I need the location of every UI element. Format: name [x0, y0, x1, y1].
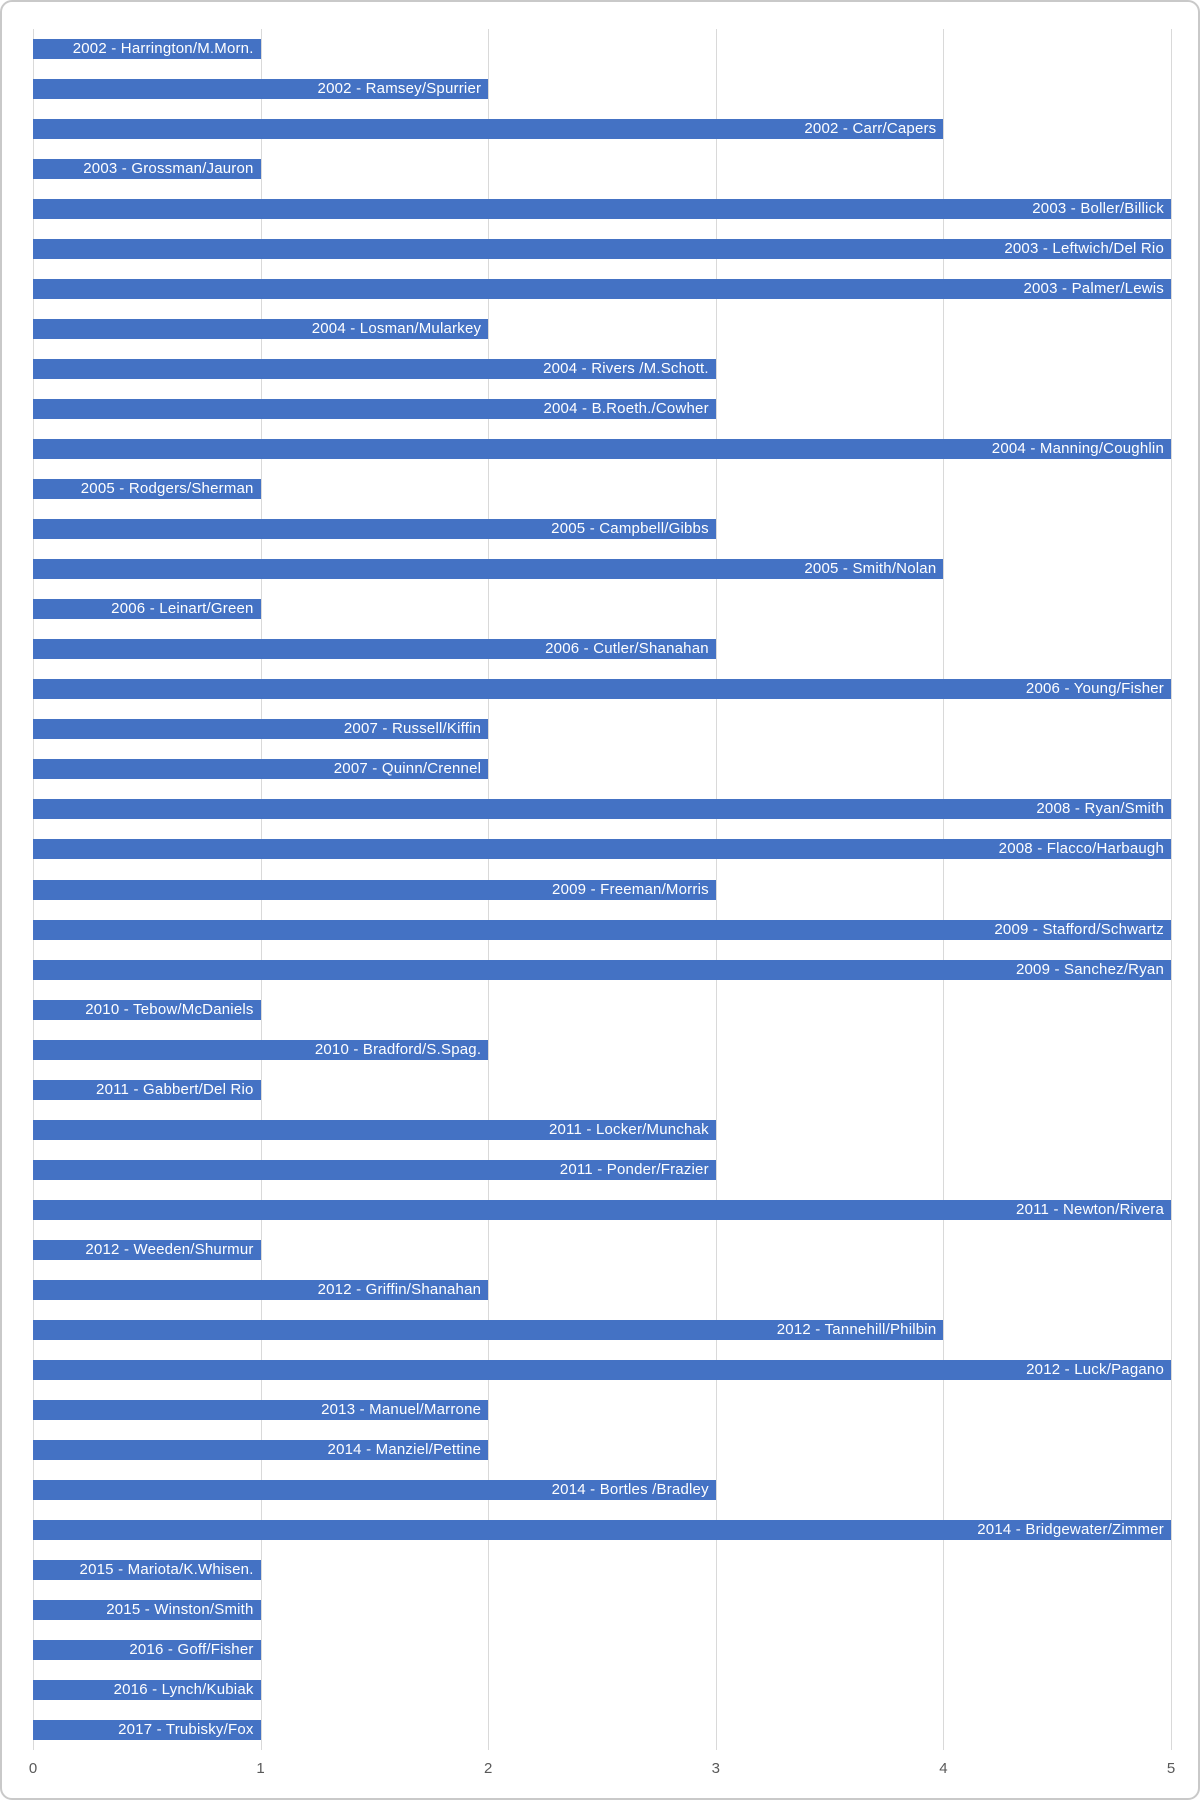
bar[interactable]: 2002 - Carr/Capers [33, 119, 944, 140]
bar[interactable]: 2012 - Griffin/Shanahan [33, 1279, 489, 1300]
bar-label: 2012 - Tannehill/Philbin [776, 1320, 937, 1338]
bar[interactable]: 2016 - Goff/Fisher [33, 1639, 261, 1660]
bar[interactable]: 2011 - Gabbert/Del Rio [33, 1079, 261, 1100]
bar[interactable]: 2015 - Mariota/K.Whisen. [33, 1559, 261, 1580]
x-axis-tick-label: 1 [256, 1760, 265, 1777]
bar-label: 2011 - Ponder/Frazier [559, 1160, 709, 1178]
bar-label: 2013 - Manuel/Marrone [321, 1400, 482, 1418]
bar[interactable]: 2006 - Cutler/Shanahan [33, 639, 716, 660]
bar[interactable]: 2003 - Boller/Billick [33, 199, 1171, 220]
bar-label: 2003 - Palmer/Lewis [1023, 280, 1164, 298]
bar-label: 2004 - Rivers /M.Schott. [543, 360, 709, 378]
bar-label: 2014 - Bridgewater/Zimmer [977, 1520, 1164, 1538]
bar[interactable]: 2005 - Rodgers/Sherman [33, 479, 261, 500]
bar-label: 2008 - Flacco/Harbaugh [998, 840, 1164, 858]
bar-label: 2016 - Goff/Fisher [129, 1640, 254, 1658]
bar-label: 2010 - Bradford/S.Spag. [314, 1040, 482, 1058]
bar-label: 2002 - Harrington/M.Morn. [72, 40, 254, 57]
bar-label: 2014 - Manziel/Pettine [327, 1440, 482, 1458]
bar-label: 2004 - Manning/Coughlin [991, 440, 1164, 458]
bar-label: 2015 - Winston/Smith [106, 1600, 254, 1618]
bar-label: 2005 - Smith/Nolan [804, 560, 937, 578]
bar-label: 2007 - Quinn/Crennel [333, 760, 482, 778]
bar[interactable]: 2003 - Grossman/Jauron [33, 159, 261, 180]
bar[interactable]: 2012 - Luck/Pagano [33, 1359, 1171, 1380]
bar-label: 2006 - Young/Fisher [1025, 680, 1164, 698]
bar-label: 2003 - Leftwich/Del Rio [1004, 240, 1164, 258]
bar[interactable]: 2012 - Weeden/Shurmur [33, 1239, 261, 1260]
bar[interactable]: 2016 - Lynch/Kubiak [33, 1679, 261, 1700]
bar[interactable]: 2009 - Freeman/Morris [33, 879, 716, 900]
bar[interactable]: 2006 - Leinart/Green [33, 599, 261, 620]
bar[interactable]: 2012 - Tannehill/Philbin [33, 1319, 944, 1340]
bar-label: 2003 - Boller/Billick [1032, 200, 1164, 218]
x-axis-tick-label: 3 [711, 1760, 720, 1777]
bar-label: 2003 - Grossman/Jauron [83, 160, 254, 178]
bar[interactable]: 2014 - Bridgewater/Zimmer [33, 1519, 1171, 1540]
bar[interactable]: 2017 - Trubisky/Fox [33, 1719, 261, 1740]
bar[interactable]: 2011 - Ponder/Frazier [33, 1159, 716, 1180]
bar[interactable]: 2010 - Tebow/McDaniels [33, 999, 261, 1020]
bar-label: 2011 - Gabbert/Del Rio [96, 1080, 254, 1098]
bar[interactable]: 2004 - Losman/Mularkey [33, 319, 489, 340]
gridline [1171, 29, 1172, 1750]
bar[interactable]: 2008 - Flacco/Harbaugh [33, 839, 1171, 860]
bar[interactable]: 2010 - Bradford/S.Spag. [33, 1039, 489, 1060]
x-axis-tick-label: 4 [939, 1760, 948, 1777]
plot-area: 2002 - Harrington/M.Morn. 2002 - Ramsey/S… [33, 29, 1172, 1750]
bar-label: 2017 - Trubisky/Fox [118, 1720, 254, 1738]
bar-label: 2009 - Sanchez/Ryan [1015, 960, 1164, 978]
bar[interactable]: 2003 - Leftwich/Del Rio [33, 239, 1171, 260]
bar[interactable]: 2005 - Smith/Nolan [33, 559, 944, 580]
bar[interactable]: 2002 - Harrington/M.Morn. [33, 39, 261, 59]
bar[interactable]: 2009 - Stafford/Schwartz [33, 919, 1171, 940]
bar-label: 2005 - Campbell/Gibbs [551, 520, 709, 538]
bar[interactable]: 2004 - Manning/Coughlin [33, 439, 1171, 460]
gridline [943, 29, 945, 1750]
bar-label: 2012 - Weeden/Shurmur [85, 1240, 254, 1258]
x-axis: 0 1 2 3 4 5 [29, 1760, 1175, 1784]
x-axis-tick-label: 5 [1166, 1760, 1176, 1777]
bar-label: 2011 - Newton/Rivera [1016, 1200, 1164, 1218]
bar[interactable]: 2013 - Manuel/Marrone [33, 1399, 489, 1420]
bar[interactable]: 2014 - Bortles /Bradley [33, 1479, 716, 1500]
bar[interactable]: 2006 - Young/Fisher [33, 679, 1171, 700]
bar-label: 2015 - Mariota/K.Whisen. [79, 1560, 254, 1578]
bar[interactable]: 2002 - Ramsey/Spurrier [33, 79, 489, 100]
bar[interactable]: 2004 - B.Roeth./Cowher [33, 399, 716, 420]
bar-label: 2008 - Ryan/Smith [1036, 800, 1164, 818]
bar-label: 2011 - Locker/Munchak [548, 1120, 709, 1138]
x-axis-tick-label: 2 [484, 1760, 493, 1777]
bar[interactable]: 2005 - Campbell/Gibbs [33, 519, 716, 540]
bar[interactable]: 2011 - Locker/Munchak [33, 1119, 716, 1140]
bar[interactable]: 2008 - Ryan/Smith [33, 799, 1171, 820]
bar-label: 2009 - Freeman/Morris [552, 880, 709, 898]
bar[interactable]: 2009 - Sanchez/Ryan [33, 959, 1171, 980]
bar-label: 2006 - Leinart/Green [111, 600, 254, 618]
bar-label: 2002 - Ramsey/Spurrier [317, 80, 482, 98]
bar-label: 2004 - Losman/Mularkey [311, 320, 482, 338]
bar-label: 2012 - Luck/Pagano [1026, 1360, 1164, 1378]
bar-label: 2004 - B.Roeth./Cowher [543, 400, 709, 418]
bar-label: 2005 - Rodgers/Sherman [80, 480, 254, 498]
bar-label: 2014 - Bortles /Bradley [551, 1480, 709, 1498]
bar[interactable]: 2004 - Rivers /M.Schott. [33, 359, 716, 380]
x-axis-tick-label: 0 [28, 1760, 38, 1777]
bar-label: 2012 - Griffin/Shanahan [317, 1280, 482, 1298]
bar[interactable]: 2011 - Newton/Rivera [33, 1199, 1171, 1220]
bar-label: 2016 - Lynch/Kubiak [113, 1680, 254, 1698]
bar[interactable]: 2007 - Quinn/Crennel [33, 759, 489, 780]
bar-label: 2010 - Tebow/McDaniels [85, 1000, 254, 1018]
bar-label: 2009 - Stafford/Schwartz [994, 920, 1164, 938]
gridline [715, 29, 717, 1750]
bar-label: 2006 - Cutler/Shanahan [545, 640, 709, 658]
bar-label: 2002 - Carr/Capers [804, 120, 937, 138]
bar-label: 2007 - Russell/Kiffin [343, 720, 482, 738]
bar[interactable]: 2003 - Palmer/Lewis [33, 279, 1171, 300]
bar[interactable]: 2014 - Manziel/Pettine [33, 1439, 489, 1460]
bar[interactable]: 2015 - Winston/Smith [33, 1599, 261, 1620]
bar[interactable]: 2007 - Russell/Kiffin [33, 719, 489, 740]
